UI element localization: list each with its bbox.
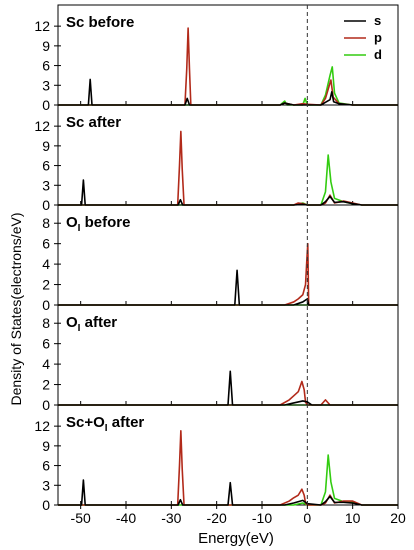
y-tick-label: 0 [42, 397, 50, 413]
panel-title-main: O [66, 214, 78, 231]
panel-title: Sc before [66, 14, 134, 31]
panel-title-main: Sc before [66, 14, 134, 31]
panel-title-main: Sc after [66, 114, 121, 131]
y-tick-label: 6 [42, 58, 50, 74]
panel-title-suffix: before [80, 214, 130, 231]
y-axis-label: Density of States(electrons/eV) [8, 213, 24, 406]
y-tick-label: 6 [42, 458, 50, 474]
y-tick-label: 0 [42, 297, 50, 313]
y-tick-label: 3 [42, 77, 50, 93]
y-tick-label: 4 [42, 356, 50, 372]
x-tick-label: -20 [207, 510, 227, 526]
series-s-line [58, 78, 398, 106]
x-tick-label: 0 [303, 510, 311, 526]
x-tick-label: 10 [345, 510, 361, 526]
series-p-line [58, 380, 398, 406]
x-tick-label: -50 [71, 510, 91, 526]
series-d-line [58, 66, 398, 106]
y-tick-label: 12 [34, 18, 50, 34]
x-tick-label: 20 [390, 510, 406, 526]
legend-label-s: s [374, 13, 381, 28]
y-tick-label: 0 [42, 197, 50, 213]
panel-title: Sc after [66, 114, 121, 131]
legend: spd [344, 13, 382, 62]
series-p-line [58, 429, 398, 506]
y-tick-label: 0 [42, 497, 50, 513]
x-tick-label: -30 [161, 510, 181, 526]
y-tick-label: 6 [42, 336, 50, 352]
panel-title-subscript: I [78, 323, 81, 334]
series-s-line [58, 479, 398, 506]
legend-label-p: p [374, 30, 382, 45]
panel-title-suffix: after [108, 414, 145, 431]
y-tick-label: 2 [42, 377, 50, 393]
panel-title-subscript: I [78, 223, 81, 234]
panel-title-main: Sc+O [66, 414, 105, 431]
panel-2: 0 3 6 9 12 Sc after [34, 104, 399, 213]
panel-title: OI before [66, 214, 130, 234]
y-tick-label: 12 [34, 118, 50, 134]
series-p-line [58, 130, 398, 206]
y-tick-label: 12 [34, 418, 50, 434]
panel-title-suffix: after [80, 314, 117, 331]
y-tick-label: 2 [42, 277, 50, 293]
panel-title: Sc+OI after [66, 414, 144, 434]
y-tick-label: 3 [42, 177, 50, 193]
y-tick-label: 0 [42, 97, 50, 113]
panel-1: 0 3 6 9 12 Sc before [34, 4, 399, 113]
y-tick-label: 8 [42, 215, 50, 231]
panel-title-main: O [66, 314, 78, 331]
legend-label-d: d [374, 47, 382, 62]
x-tick-label: -40 [116, 510, 136, 526]
y-tick-label: 9 [42, 438, 50, 454]
panel-title-subscript: I [105, 423, 108, 434]
panel-title: OI after [66, 314, 117, 334]
x-tick-label: -10 [252, 510, 272, 526]
panel-5: 0 3 6 9 12 Sc+OI after [34, 404, 399, 513]
series-p-line [58, 242, 398, 306]
y-tick-label: 3 [42, 477, 50, 493]
series-p-line [58, 27, 398, 106]
y-tick-label: 9 [42, 138, 50, 154]
y-tick-label: 9 [42, 38, 50, 54]
y-tick-label: 6 [42, 158, 50, 174]
y-tick-label: 4 [42, 256, 50, 272]
series-d-line [58, 154, 398, 206]
x-axis-label: Energy(eV) [198, 530, 274, 547]
x-axis: -50 -40 -30 -20 -10 0 10 20 [71, 505, 406, 526]
y-tick-label: 6 [42, 236, 50, 252]
y-tick-label: 8 [42, 315, 50, 331]
series-s-line [58, 269, 398, 306]
series-s-line [58, 370, 398, 406]
